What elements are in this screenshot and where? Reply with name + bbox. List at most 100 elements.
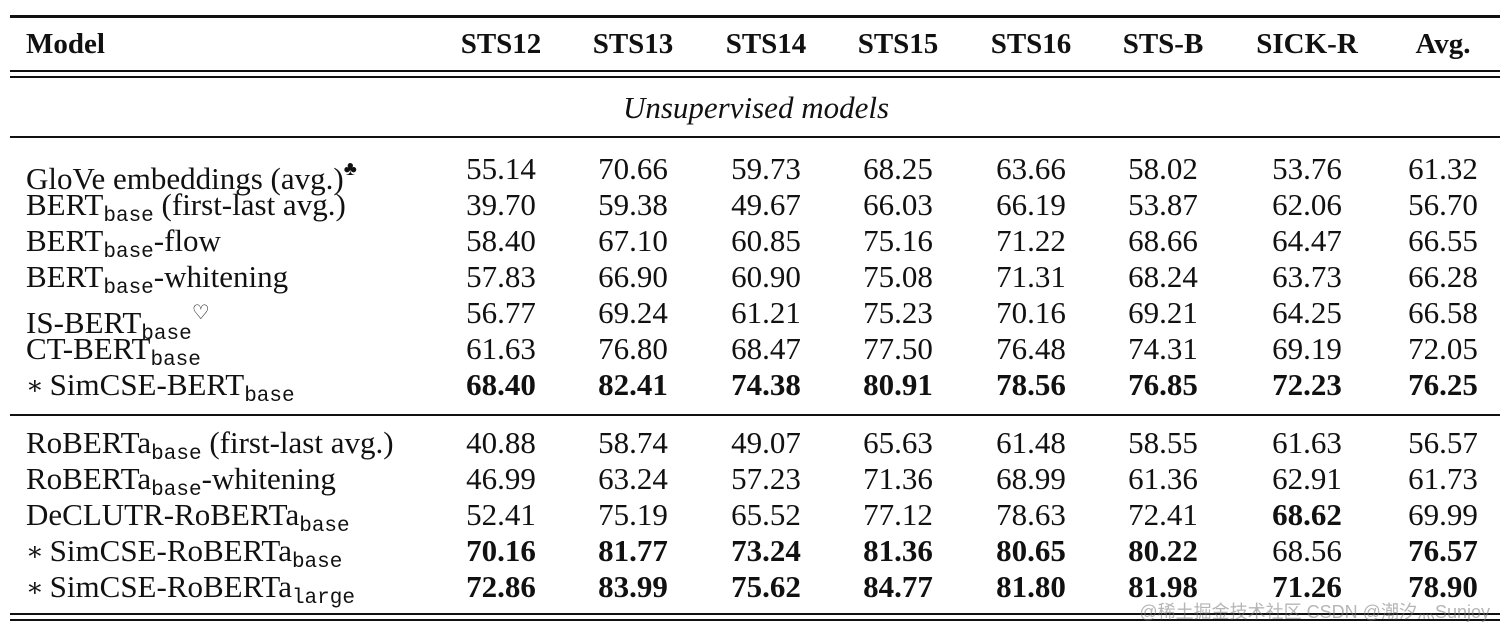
score-cell: 61.48	[996, 425, 1066, 460]
score-cell: 66.58	[1408, 295, 1478, 330]
score-cell: 69.24	[598, 295, 668, 330]
score-cell: 68.47	[731, 331, 801, 366]
score-cell: 76.48	[996, 331, 1066, 366]
citation-mark: ♡	[191, 302, 210, 324]
score-cell: 61.21	[731, 295, 801, 330]
model-name: BERTbase-whitening	[26, 259, 288, 300]
table-header: Model STS12 STS13 STS14 STS15 STS16 STS-…	[0, 26, 1512, 62]
section-title: Unsupervised models	[622, 90, 890, 125]
score-cell: 80.22	[1128, 533, 1198, 568]
model-size-subscript: base	[103, 241, 154, 264]
score-cell: 40.88	[466, 425, 536, 460]
score-cell: 70.16	[466, 533, 536, 568]
model-name: ∗ SimCSE-RoBERTabase	[26, 533, 342, 574]
score-cell: 75.16	[863, 223, 933, 258]
score-cell: 68.66	[1128, 223, 1198, 258]
header-rule-1	[10, 70, 1500, 72]
score-cell: 64.47	[1272, 223, 1342, 258]
ours-marker: ∗	[26, 371, 44, 400]
column-header-sts13: STS13	[592, 28, 674, 60]
score-cell: 59.73	[731, 151, 801, 186]
score-cell: 74.31	[1128, 331, 1198, 366]
table-row: BERTbase-whitening 57.83 66.90 60.90 75.08 71…	[0, 259, 1512, 300]
score-cell: 63.24	[598, 461, 668, 496]
score-cell: 72.86	[466, 569, 536, 604]
score-cell: 76.85	[1128, 367, 1198, 402]
table-row: RoBERTabase (first-last avg.) 40.88 58.74 4…	[0, 425, 1512, 466]
score-cell: 63.73	[1272, 259, 1342, 294]
score-cell: 67.10	[598, 223, 668, 258]
score-cell: 68.56	[1272, 533, 1342, 568]
score-cell: 53.76	[1272, 151, 1342, 186]
column-header-sts12: STS12	[460, 28, 542, 60]
score-cell: 68.24	[1128, 259, 1198, 294]
model-name-suffix: (first-last avg.)	[153, 187, 346, 222]
model-size-subscript: base	[103, 205, 154, 228]
column-header-sts14: STS14	[725, 28, 807, 60]
header-rule-2	[10, 76, 1500, 78]
model-name-suffix: -flow	[153, 223, 221, 258]
model-size-subscript: base	[151, 479, 202, 502]
score-cell: 75.08	[863, 259, 933, 294]
score-cell: 61.63	[1272, 425, 1342, 460]
column-header-sickr: SICK-R	[1256, 28, 1358, 60]
score-cell: 65.63	[863, 425, 933, 460]
model-name-text: SimCSE-BERT	[49, 367, 245, 402]
model-name: RoBERTabase-whitening	[26, 461, 336, 502]
score-cell: 56.77	[466, 295, 536, 330]
ours-marker: ∗	[26, 537, 44, 566]
score-cell: 39.70	[466, 187, 536, 222]
table-row: ∗ SimCSE-RoBERTalarge 72.86 83.99 75.62 84.77…	[0, 569, 1512, 610]
model-name-suffix: (first-last avg.)	[201, 425, 394, 460]
score-cell: 75.19	[598, 497, 668, 532]
model-name-text: SimCSE-RoBERTa	[49, 533, 292, 568]
model-name: RoBERTabase (first-last avg.)	[26, 425, 394, 466]
model-name: GloVe embeddings (avg.)♣	[26, 151, 357, 196]
score-cell: 71.26	[1272, 569, 1342, 604]
score-cell: 61.73	[1408, 461, 1478, 496]
score-cell: 76.80	[598, 331, 668, 366]
score-cell: 58.55	[1128, 425, 1198, 460]
table-row: CT-BERTbase 61.63 76.80 68.47 77.50 76.48 74.3…	[0, 331, 1512, 372]
score-cell: 55.14	[466, 151, 536, 186]
score-cell: 56.70	[1408, 187, 1478, 222]
model-name: DeCLUTR-RoBERTabase	[26, 497, 350, 538]
watermark: @稀土掘金技术社区 CSDN @潮汐灬Sunjoy	[1139, 602, 1490, 622]
score-cell: 77.12	[863, 497, 933, 532]
score-cell: 74.38	[731, 367, 801, 402]
score-cell: 49.67	[731, 187, 801, 222]
score-cell: 72.05	[1408, 331, 1478, 366]
score-cell: 68.62	[1272, 497, 1342, 532]
model-size-subscript: base	[299, 515, 350, 538]
score-cell: 65.52	[731, 497, 801, 532]
score-cell: 80.91	[863, 367, 933, 402]
section-rule	[10, 136, 1500, 138]
score-cell: 66.90	[598, 259, 668, 294]
score-cell: 81.80	[996, 569, 1066, 604]
model-size-subscript: large	[291, 587, 355, 610]
score-cell: 49.07	[731, 425, 801, 460]
model-name-suffix: -whitening	[201, 461, 336, 496]
column-header-sts16: STS16	[990, 28, 1072, 60]
top-rule	[10, 15, 1500, 18]
model-size-subscript: base	[244, 385, 295, 408]
score-cell: 66.28	[1408, 259, 1478, 294]
score-cell: 62.06	[1272, 187, 1342, 222]
score-cell: 53.87	[1128, 187, 1198, 222]
model-name-text: RoBERTa	[26, 425, 152, 460]
score-cell: 58.74	[598, 425, 668, 460]
score-cell: 73.24	[731, 533, 801, 568]
score-cell: 78.90	[1408, 569, 1478, 604]
model-name: IS-BERTbase♡	[26, 295, 210, 346]
score-cell: 60.90	[731, 259, 801, 294]
score-cell: 82.41	[598, 367, 668, 402]
score-cell: 69.99	[1408, 497, 1478, 532]
score-cell: 61.63	[466, 331, 536, 366]
score-cell: 80.65	[996, 533, 1066, 568]
score-cell: 70.66	[598, 151, 668, 186]
model-name: ∗ SimCSE-BERTbase	[26, 367, 295, 408]
score-cell: 62.91	[1272, 461, 1342, 496]
score-cell: 66.19	[996, 187, 1066, 222]
table-row: BERTbase-flow 58.40 67.10 60.85 75.16 71.22 68…	[0, 223, 1512, 264]
column-header-avg: Avg.	[1415, 28, 1471, 60]
